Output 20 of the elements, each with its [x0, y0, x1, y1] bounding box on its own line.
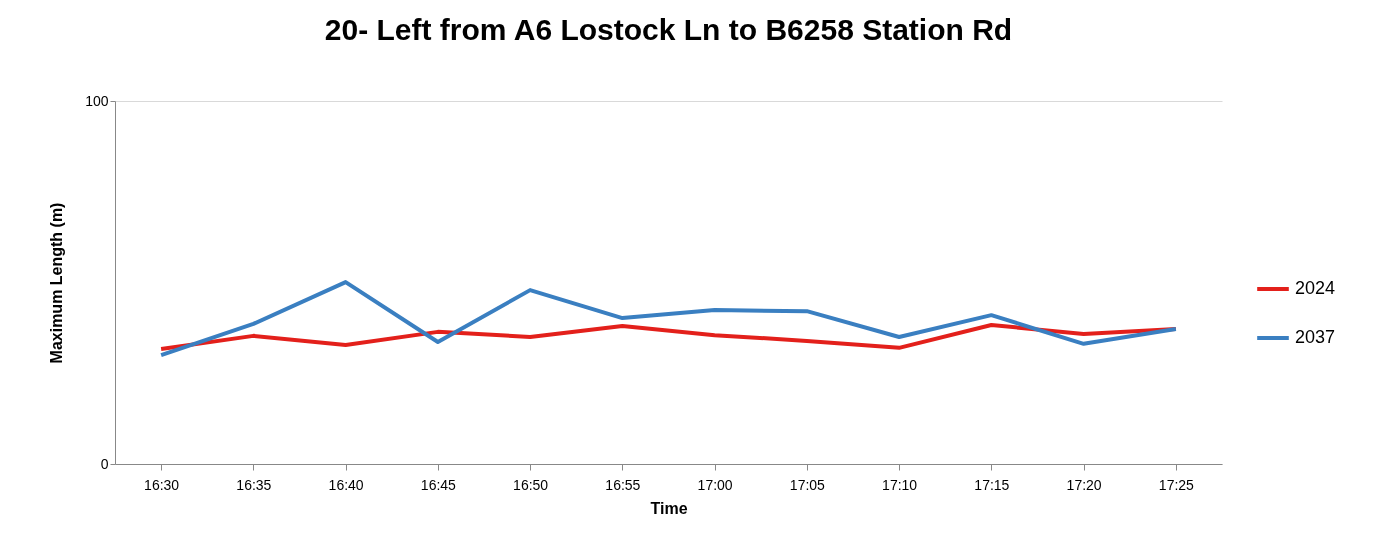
x-tick-label: 17:20 [1066, 476, 1102, 493]
x-tick-label: 17:05 [789, 476, 826, 493]
x-axis-title: Time [650, 499, 688, 517]
y-tick-label: 0 [100, 455, 109, 472]
x-tick-label: 16:55 [605, 476, 641, 493]
x-tick-label: 17:15 [974, 476, 1010, 493]
x-tick-label: 16:35 [236, 476, 272, 493]
legend-label: 2037 [1295, 327, 1336, 347]
x-tick-label: 16:45 [420, 476, 457, 493]
x-tick-label: 17:00 [697, 476, 733, 493]
x-tick-label: 16:40 [328, 476, 364, 493]
line-series [159, 280, 1178, 358]
y-tick-label: 100 [85, 92, 109, 109]
x-tick-label: 16:30 [144, 476, 180, 493]
y-axis-title: Maximum Length (m) [48, 202, 66, 364]
x-tick-label: 17:25 [1158, 476, 1195, 493]
legend-label: 2024 [1295, 278, 1336, 298]
x-tick-label: 16:50 [513, 476, 549, 493]
chart-title: 20- Left from A6 Lostock Ln to B6258 Station Rd [324, 13, 1013, 46]
x-tick-label: 17:10 [882, 476, 918, 493]
